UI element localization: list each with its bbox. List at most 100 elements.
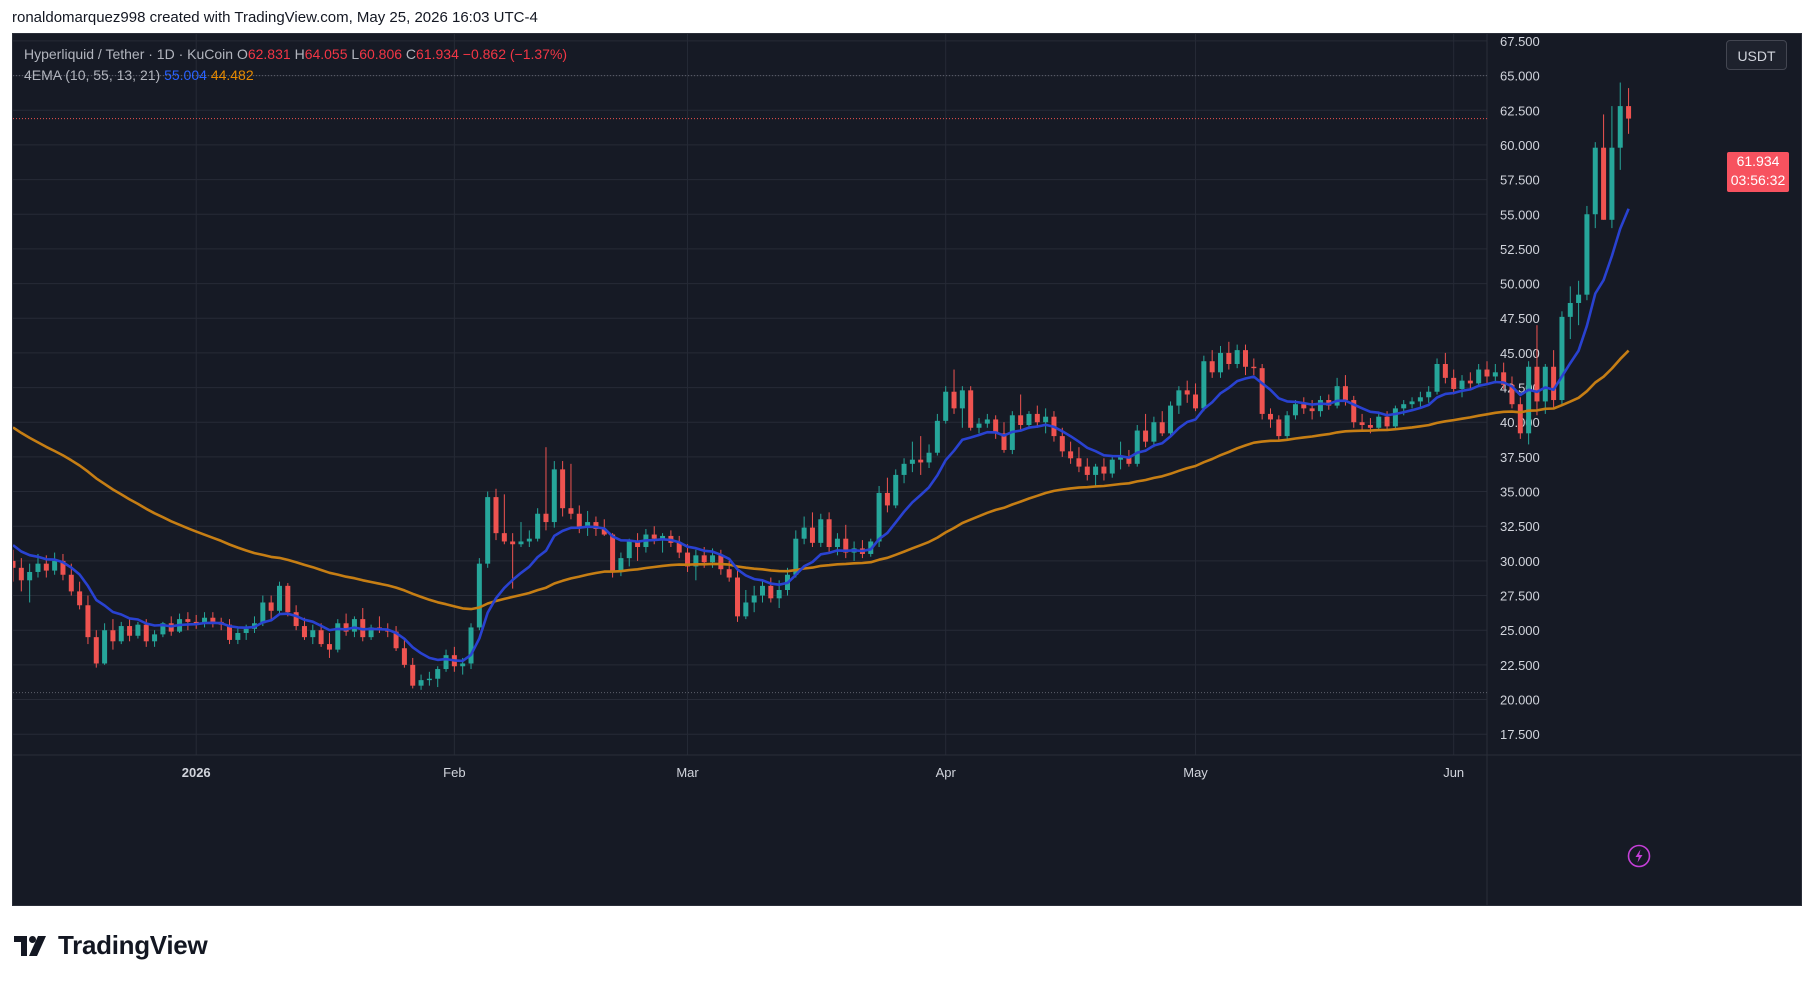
candle-body: [1226, 352, 1232, 364]
legend-high-label: H: [294, 46, 305, 62]
y-tick-label: 22.500: [1500, 658, 1540, 673]
candle-body: [202, 617, 208, 624]
ema-slow-line: [13, 349, 1630, 611]
tradingview-logo-icon: [14, 935, 46, 956]
candle-body: [318, 630, 324, 645]
candle-body: [1451, 377, 1457, 389]
candle-body: [676, 542, 682, 553]
candle-body: [1101, 466, 1107, 474]
candle-body: [909, 459, 915, 464]
candle-body: [1209, 361, 1215, 373]
candle-body: [1176, 390, 1182, 406]
candle-body: [576, 513, 582, 528]
candle-body: [1317, 400, 1323, 412]
candle-body: [1001, 433, 1007, 450]
candle-body: [1267, 413, 1273, 420]
candle-body: [984, 419, 990, 424]
candle-body: [1301, 404, 1307, 409]
candle-body: [1484, 369, 1490, 377]
candle-body: [568, 508, 574, 514]
candle-body: [1026, 413, 1032, 426]
candle-body: [193, 621, 199, 624]
candle-body: [526, 538, 532, 542]
y-tick-label: 30.000: [1500, 554, 1540, 569]
candle-body: [13, 560, 16, 568]
candle-body: [35, 563, 41, 572]
candle-body: [501, 533, 507, 542]
candle-body: [227, 624, 233, 640]
legend-ema-slow: 44.482: [210, 67, 254, 83]
candle-body: [1351, 400, 1357, 423]
chart-frame[interactable]: 17.500 20.000 22.500 25.000 27.500 30.000 32.5…: [12, 33, 1802, 906]
candle-body: [1068, 451, 1074, 459]
bar-countdown: 03:56:32: [1730, 172, 1786, 188]
y-tick-label: 37.500: [1500, 450, 1540, 465]
candle-body: [343, 623, 349, 632]
candle-body: [959, 390, 965, 409]
ema-fast-line: [13, 208, 1630, 663]
candle-body: [1342, 386, 1348, 401]
candle-body: [685, 552, 691, 567]
y-tick-label: 25.000: [1500, 623, 1540, 638]
candle-body: [818, 519, 824, 543]
candle-body: [285, 585, 291, 613]
brand-name: TradingView: [58, 930, 208, 960]
y-tick-label: 35.000: [1500, 485, 1540, 500]
candle-body: [826, 519, 832, 548]
candle-body: [1517, 404, 1523, 434]
candle-body: [1234, 350, 1240, 364]
legend-low-label: L: [351, 46, 360, 62]
candle-body: [210, 617, 216, 622]
candle-body: [418, 680, 424, 686]
candle-body: [52, 560, 58, 571]
candle-body: [1401, 404, 1407, 409]
x-tick-label: Apr: [936, 765, 957, 780]
candle-body: [993, 419, 999, 434]
candle-body: [393, 631, 399, 649]
candle-body: [276, 585, 282, 611]
candle-body: [426, 678, 432, 681]
candle-body: [901, 463, 907, 475]
candle-body: [135, 624, 141, 636]
y-tick-label: 55.000: [1500, 207, 1540, 222]
candle-body: [293, 612, 299, 627]
candle-body: [884, 492, 890, 506]
candle-body: [651, 534, 657, 539]
candle-body: [635, 541, 641, 548]
candle-body: [118, 626, 124, 642]
chart-caption: ronaldomarquez998 created with TradingVi…: [12, 9, 538, 26]
candle-body: [1409, 401, 1415, 405]
candle-body: [110, 630, 116, 642]
lightning-icon[interactable]: [1627, 844, 1651, 868]
candle-body: [968, 390, 974, 428]
candlestick-chart[interactable]: 17.500 20.000 22.500 25.000 27.500 30.000 32.5…: [13, 34, 1801, 905]
candle-body: [626, 541, 632, 559]
candle-body: [1559, 316, 1565, 401]
candle-body: [726, 569, 732, 578]
candle-body: [1168, 405, 1174, 434]
y-tick-label: 65.000: [1500, 69, 1540, 84]
legend-high: 64.055: [304, 46, 348, 62]
plot-background: [13, 34, 1801, 905]
candle-body: [127, 626, 133, 636]
currency-button[interactable]: USDT: [1726, 40, 1787, 70]
legend-symbol[interactable]: Hyperliquid / Tether · 1D · KuCoin: [24, 46, 234, 62]
legend-low: 60.806: [359, 46, 403, 62]
candle-body: [1567, 302, 1573, 317]
candle-body: [1592, 147, 1598, 215]
candle-body: [1159, 422, 1165, 434]
candle-body: [485, 497, 491, 564]
candle-body: [152, 634, 158, 642]
legend-indicator-row: 4EMA (10, 55, 13, 21) 55.004 44.482: [24, 65, 567, 86]
y-tick-label: 67.500: [1500, 34, 1540, 49]
candle-body: [27, 571, 33, 581]
candle-body: [1084, 466, 1090, 475]
candle-body: [1134, 430, 1140, 464]
candle-body: [943, 391, 949, 421]
candle-body: [560, 469, 566, 509]
x-tick-label: Feb: [443, 765, 465, 780]
legend-indicator[interactable]: 4EMA (10, 55, 13, 21): [24, 67, 161, 83]
candle-body: [368, 627, 374, 638]
brand-logo[interactable]: TradingView: [14, 930, 208, 961]
candle-body: [1259, 368, 1265, 414]
